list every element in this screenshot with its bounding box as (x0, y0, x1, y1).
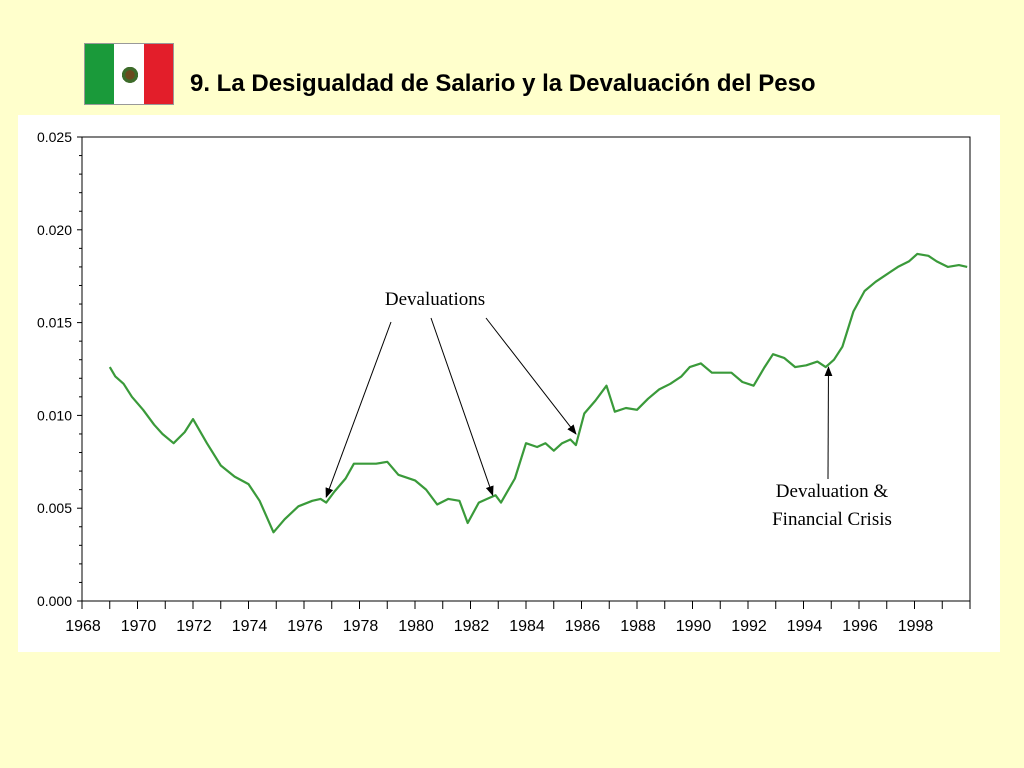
mexico-flag-icon (84, 43, 174, 105)
annotation-arrow (325, 321, 392, 499)
y-tick-label: 0.015 (37, 315, 72, 331)
annotation-arrow (485, 317, 577, 435)
x-tick-label: 1986 (565, 618, 601, 635)
chart-panel: 0.000 0.005 0.010 0.015 0.020 0.025 1968 1970 19… (18, 115, 1000, 652)
x-tick-label: 1990 (676, 618, 712, 635)
y-tick-label: 0.005 (37, 500, 72, 516)
x-tick-label: 1980 (398, 618, 434, 635)
x-tick-label: 1974 (232, 618, 268, 635)
flag-red-stripe (143, 44, 173, 104)
x-tick-label: 1978 (343, 618, 379, 635)
x-tick-label: 1992 (731, 618, 767, 635)
x-tick-label: 1988 (620, 618, 656, 635)
y-tick-label: 0.020 (37, 222, 72, 238)
y-tick-label: 0.000 (37, 593, 72, 609)
annotation-devaluation-crisis-line1: Devaluation & (776, 481, 889, 502)
x-tick-label: 1984 (509, 618, 545, 635)
flag-green-stripe (85, 44, 115, 104)
series-line-0 (108, 252, 968, 534)
y-tick-label: 0.010 (37, 407, 72, 423)
slide-title: 9. La Desigualdad de Salario y la Devalu… (190, 70, 816, 97)
x-tick-label: 1998 (898, 618, 934, 635)
x-tick-label: 1982 (454, 618, 490, 635)
y-tick-label: 0.025 (37, 129, 72, 145)
eagle-emblem-icon (121, 65, 139, 83)
x-tick-label: 1972 (176, 618, 212, 635)
annotation-arrow (430, 317, 494, 497)
annotation-devaluation-crisis-line2: Financial Crisis (772, 509, 892, 530)
x-tick-label: 1970 (121, 618, 157, 635)
x-tick-label: 1968 (65, 618, 101, 635)
x-tick-label: 1994 (787, 618, 823, 635)
x-tick-label: 1976 (287, 618, 323, 635)
x-tick-label: 1996 (842, 618, 878, 635)
line-chart: 0.000 0.005 0.010 0.015 0.020 0.025 1968 1970 19… (37, 129, 971, 635)
annotation-devaluations: Devaluations (385, 289, 485, 310)
